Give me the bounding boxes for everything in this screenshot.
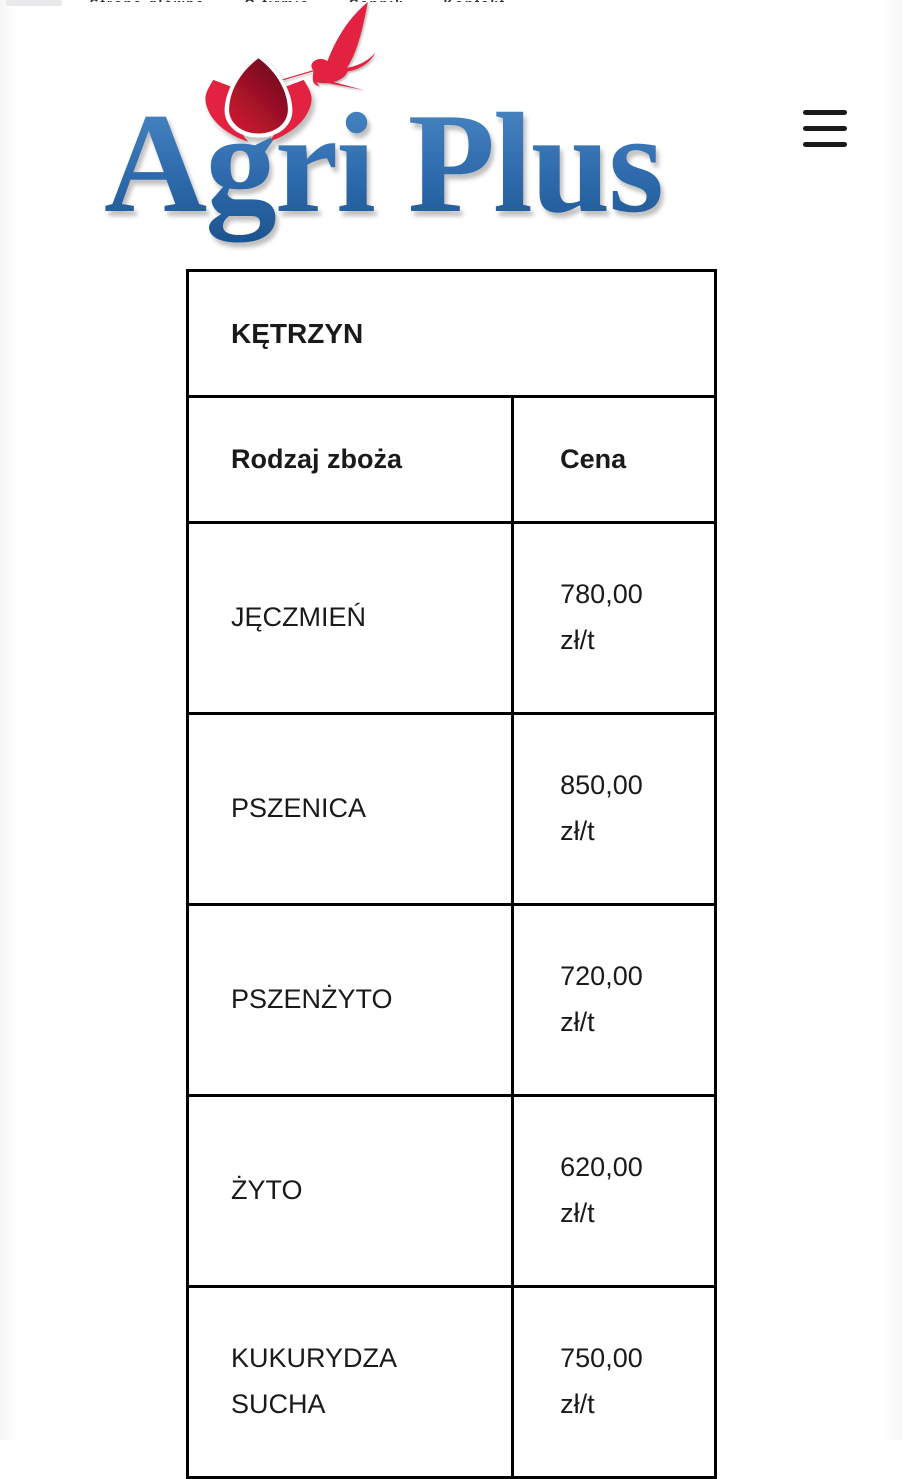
svg-text:Agri Plus: Agri Plus [104, 84, 662, 243]
